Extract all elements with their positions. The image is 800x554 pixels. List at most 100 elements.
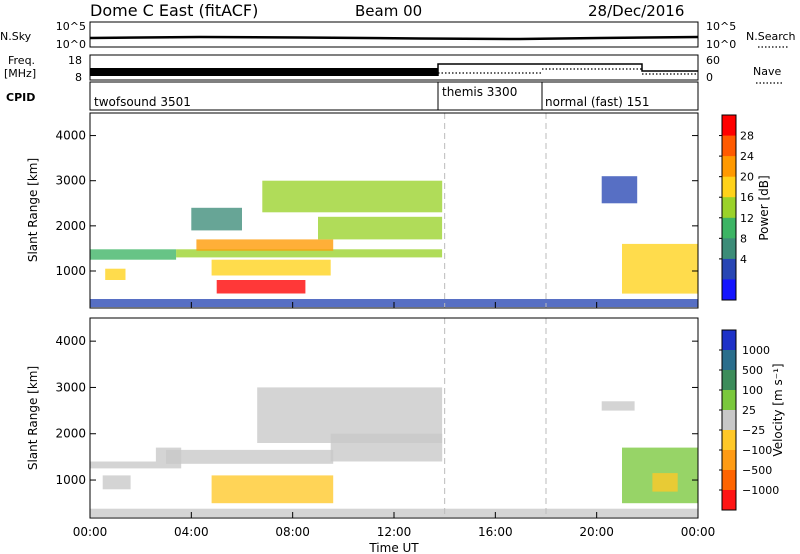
nave-tick-bottom: 0 bbox=[706, 71, 713, 84]
velocity-colorbar-swatch bbox=[722, 330, 736, 351]
nsky-tick-bottom: 10^0 bbox=[56, 38, 86, 51]
x-tick-label: 00:00 bbox=[73, 525, 108, 539]
power-colorbar-tick-label: 20 bbox=[740, 171, 754, 184]
power-colorbar-swatch bbox=[722, 217, 736, 239]
nsky-label: N.Sky bbox=[0, 30, 32, 43]
power-y-tick-label: 2000 bbox=[55, 219, 86, 233]
x-tick-label: 04:00 bbox=[174, 525, 209, 539]
velocity-colorbar-swatch bbox=[722, 350, 736, 371]
velocity-colorbar-tick-label: −100 bbox=[742, 444, 772, 457]
nsky-right-tick-bottom: 10^0 bbox=[706, 38, 736, 51]
nsky-frame bbox=[89, 21, 699, 48]
power-y-axis: 1000 2000 3000 4000 bbox=[55, 129, 698, 278]
power-y-tick-label: 1000 bbox=[55, 264, 86, 278]
velocity-y-tick-label: 1000 bbox=[55, 473, 86, 487]
nave-label: Nave bbox=[753, 65, 781, 78]
velocity-y-tick-label: 4000 bbox=[55, 334, 86, 348]
nave-trace bbox=[437, 63, 698, 76]
velocity-panel: 1000 2000 3000 4000 Slant Range [km] 1000 50… bbox=[26, 317, 785, 519]
velocity-colorbar-swatch bbox=[722, 370, 736, 391]
velocity-colorbar-tick-label: 100 bbox=[742, 384, 763, 397]
velocity-colorbar-swatch bbox=[722, 470, 736, 491]
power-colorbar-swatch bbox=[722, 258, 736, 280]
velocity-colorbar-swatch bbox=[722, 410, 736, 431]
time-x-axis: 00:00 04:00 08:00 12:00 16:00 20:00 00:00 bbox=[73, 302, 716, 539]
power-data-region bbox=[176, 249, 443, 258]
freq-panel: Freq. [MHz] 18 8 60 0 Nave bbox=[4, 54, 784, 84]
power-colorbar-tick-label: 4 bbox=[740, 253, 747, 266]
power-data-layer bbox=[90, 113, 698, 308]
velocity-colorbar-tick-label: 25 bbox=[742, 404, 756, 417]
cpid-label: CPID bbox=[6, 91, 35, 104]
velocity-data-region bbox=[155, 447, 182, 462]
power-colorbar-label: Power [dB] bbox=[757, 175, 771, 240]
power-data-region bbox=[196, 239, 334, 251]
power-colorbar-tick-label: 24 bbox=[740, 150, 754, 163]
power-colorbar-tick-label: 16 bbox=[740, 191, 754, 204]
power-colorbar-tick-label: 12 bbox=[740, 212, 754, 225]
velocity-colorbar: 1000 500 100 25 −25 −100 −500 −1000 bbox=[719, 329, 779, 511]
velocity-colorbar-label: Velocity [m s⁻¹] bbox=[771, 363, 785, 456]
cpid-segment-label: twofsound 3501 bbox=[94, 95, 191, 109]
x-axis-label: Time UT bbox=[368, 541, 419, 554]
figure-title: Dome C East (fitACF) bbox=[90, 1, 258, 20]
velocity-data-region bbox=[90, 461, 182, 469]
nsky-right-tick-top: 10^5 bbox=[706, 20, 736, 33]
date-label: 28/Dec/2016 bbox=[588, 2, 684, 20]
power-colorbar-swatch bbox=[722, 279, 736, 301]
nave-tick-top: 60 bbox=[706, 54, 720, 67]
velocity-y-tick-label: 3000 bbox=[55, 380, 86, 394]
power-y-tick-label: 4000 bbox=[55, 129, 86, 143]
power-colorbar-frame bbox=[721, 114, 737, 301]
power-colorbar-swatch bbox=[722, 176, 736, 198]
power-colorbar-swatch bbox=[722, 156, 736, 178]
velocity-data-region bbox=[211, 475, 334, 504]
cpid-panel: CPID twofsound 3501 themis 3300 normal (… bbox=[6, 81, 699, 111]
power-data-region bbox=[318, 216, 443, 240]
velocity-data-layer bbox=[90, 318, 698, 518]
x-tick-label: 08:00 bbox=[275, 525, 310, 539]
velocity-colorbar-tick-label: −1000 bbox=[742, 484, 779, 497]
nsky-panel: N.Sky 10^5 10^0 10^5 10^0 N.Search bbox=[0, 20, 796, 51]
x-tick-label: 00:00 bbox=[681, 525, 716, 539]
freq-label-1: Freq. bbox=[8, 54, 35, 67]
power-data-region bbox=[191, 207, 242, 231]
power-panel: 1000 2000 3000 4000 Slant Range [km] 28 24 20… bbox=[26, 112, 771, 309]
power-colorbar-swatch bbox=[722, 197, 736, 219]
power-colorbar-swatch bbox=[722, 115, 736, 137]
velocity-colorbar-tick-label: 500 bbox=[742, 364, 763, 377]
freq-trace-twofsound bbox=[90, 68, 438, 76]
power-data-region bbox=[601, 176, 638, 204]
velocity-y-axis: 1000 2000 3000 4000 bbox=[55, 334, 698, 487]
velocity-data-region bbox=[601, 401, 635, 411]
nsky-tick-top: 10^5 bbox=[56, 20, 86, 33]
velocity-colorbar-swatch bbox=[722, 390, 736, 411]
power-colorbar-tick-label: 8 bbox=[740, 232, 747, 245]
velocity-colorbar-tick-label: −25 bbox=[742, 424, 765, 437]
cpid-segment-label: normal (fast) 151 bbox=[545, 95, 649, 109]
nsky-trace bbox=[89, 35, 699, 41]
power-colorbar-tick-label: 28 bbox=[740, 130, 754, 143]
velocity-data-region bbox=[330, 433, 443, 462]
velocity-colorbar-swatch bbox=[722, 490, 736, 511]
power-colorbar-swatch bbox=[722, 238, 736, 260]
power-colorbar: 28 24 20 16 12 8 4 bbox=[719, 114, 754, 301]
velocity-y-axis-label: Slant Range [km] bbox=[26, 366, 40, 470]
cpid-frame bbox=[89, 81, 699, 111]
freq-tick-top: 18 bbox=[68, 54, 82, 67]
velocity-colorbar-swatch bbox=[722, 450, 736, 471]
velocity-data-region bbox=[652, 473, 678, 492]
cpid-segment-label: themis 3300 bbox=[442, 85, 517, 99]
beam-label: Beam 00 bbox=[355, 2, 422, 20]
power-data-region bbox=[90, 249, 177, 260]
power-colorbar-swatch bbox=[722, 135, 736, 157]
velocity-data-region bbox=[166, 449, 334, 464]
x-tick-label: 20:00 bbox=[579, 525, 614, 539]
power-data-region bbox=[211, 259, 331, 276]
velocity-colorbar-frame bbox=[721, 329, 737, 511]
nsearch-label: N.Search bbox=[746, 30, 796, 43]
velocity-colorbar-swatch bbox=[722, 430, 736, 451]
velocity-y-tick-label: 2000 bbox=[55, 427, 86, 441]
x-tick-label: 12:00 bbox=[377, 525, 412, 539]
x-tick-label: 16:00 bbox=[478, 525, 513, 539]
